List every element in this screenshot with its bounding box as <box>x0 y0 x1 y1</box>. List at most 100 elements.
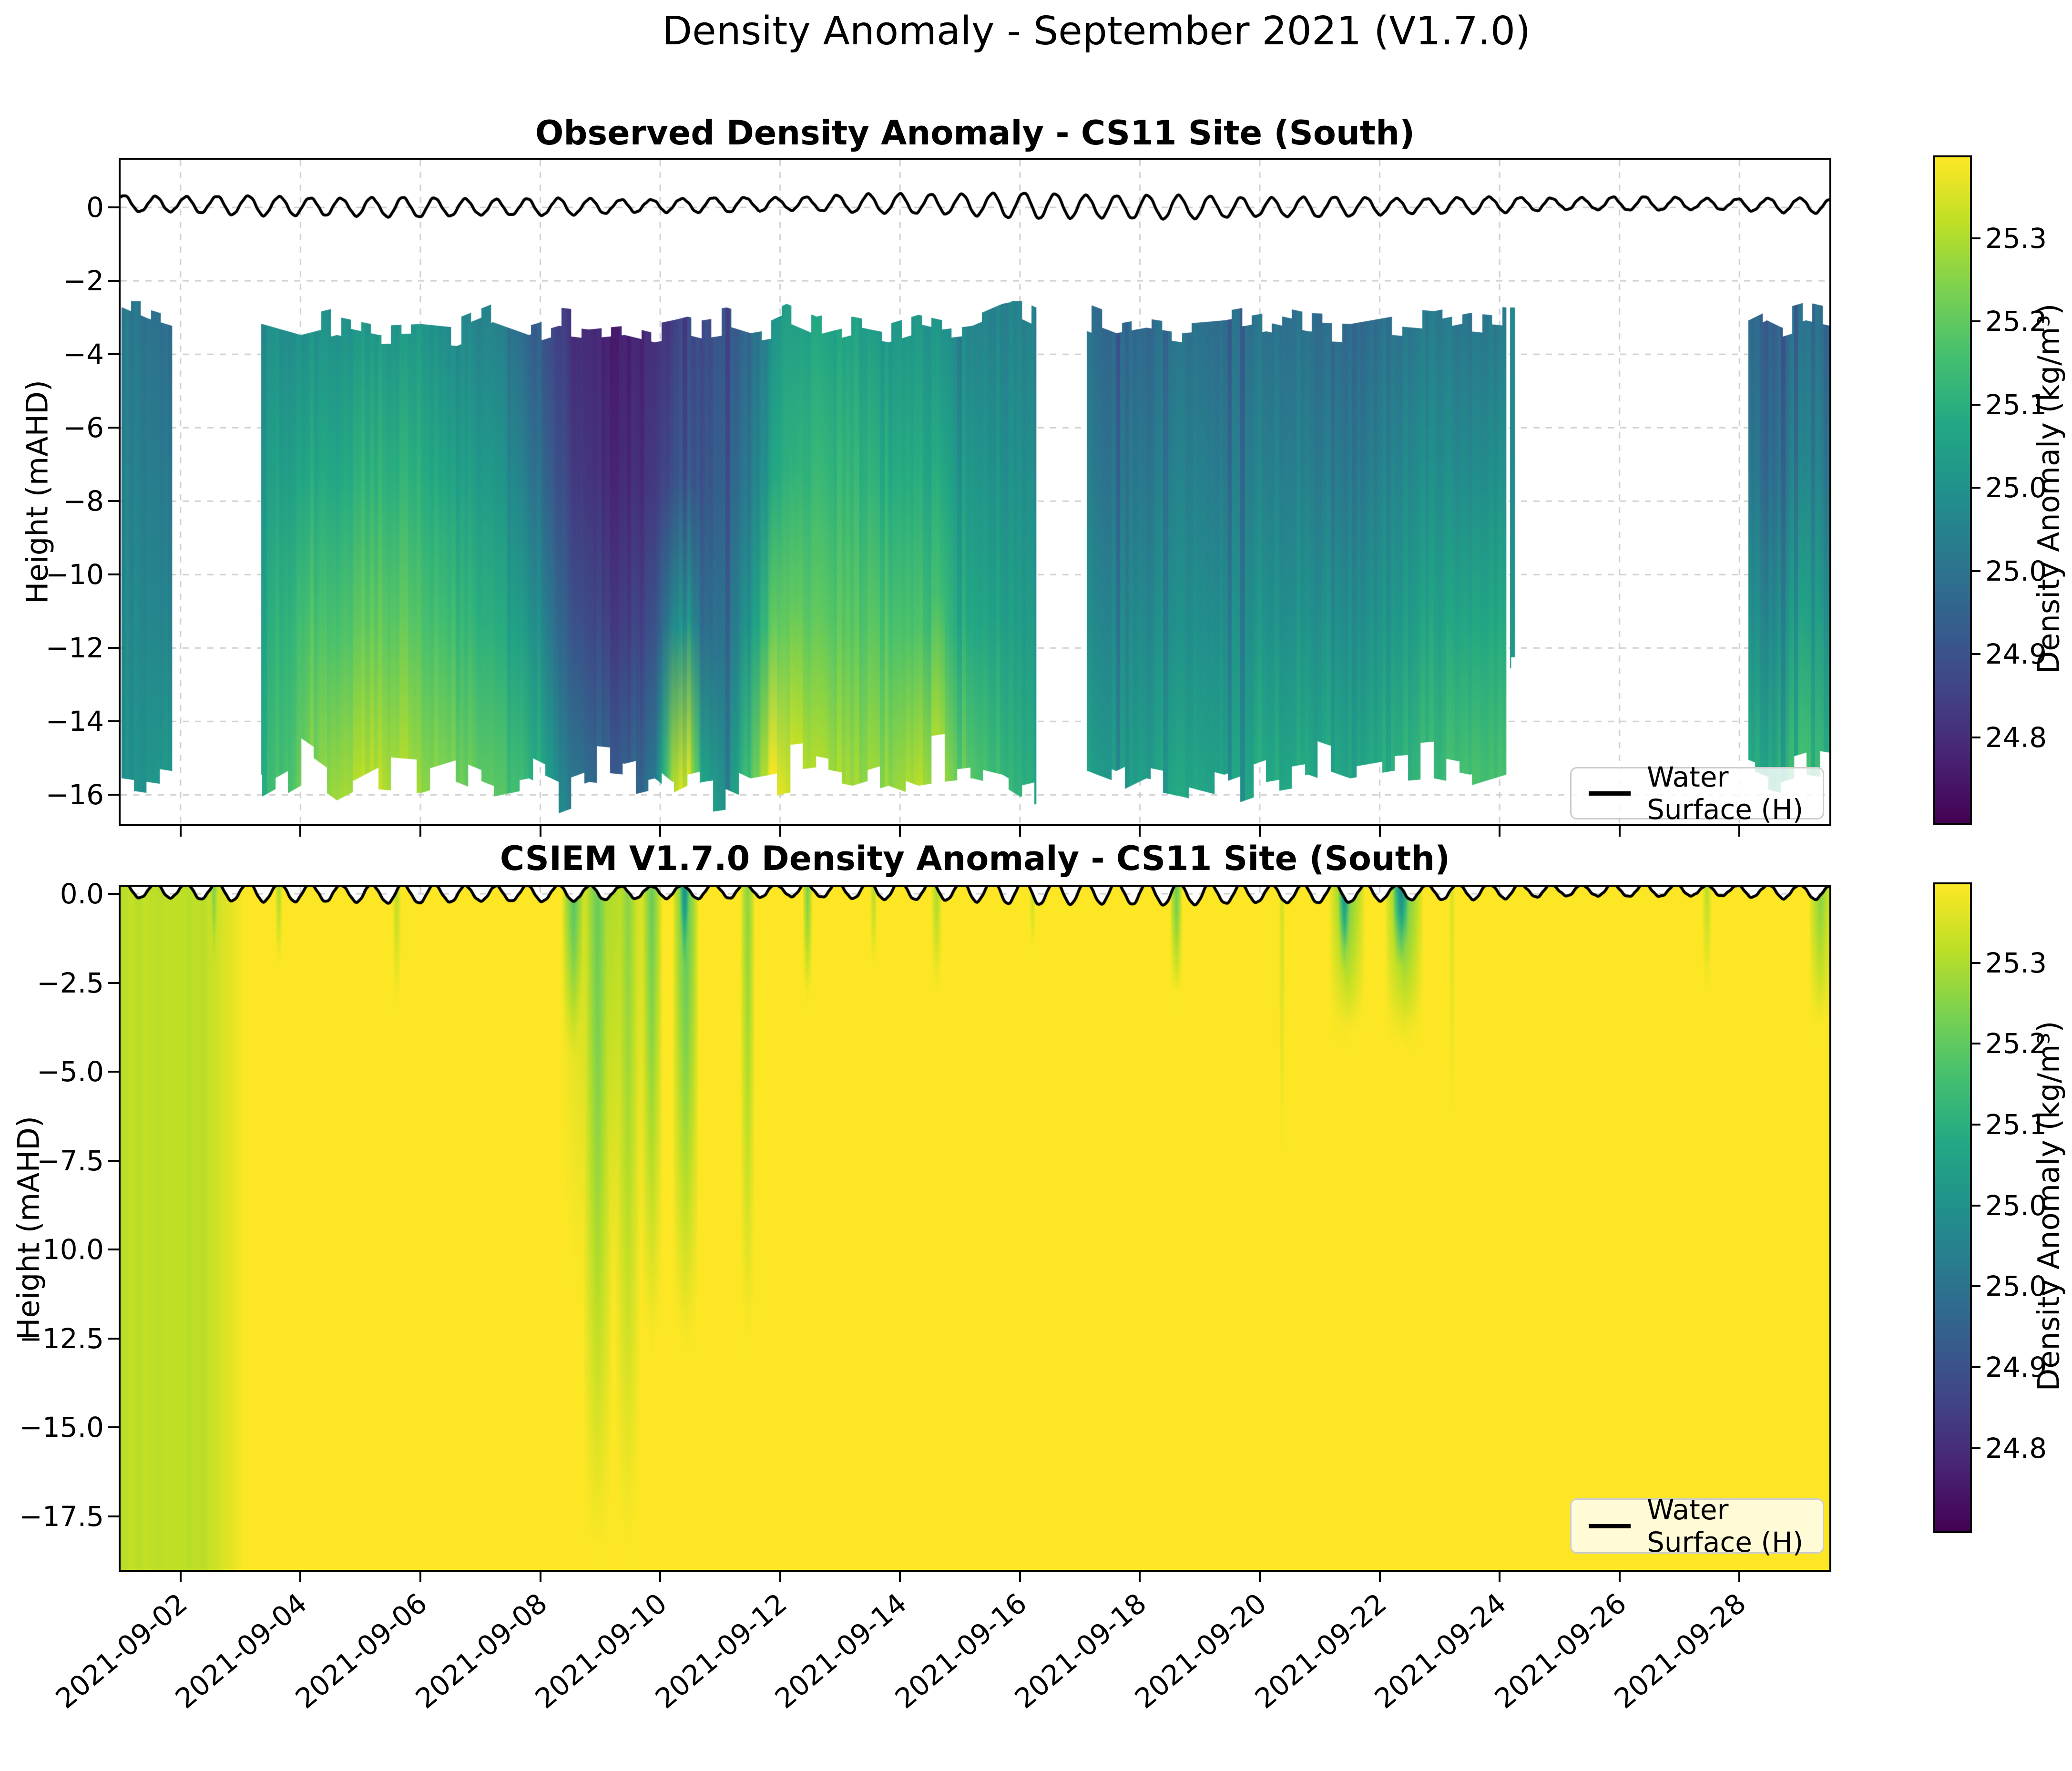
y-tick-label: −2.5 <box>37 966 104 999</box>
x-tick-label: 2021-09-02 <box>49 1587 194 1715</box>
panel2-heatmap-canvas <box>121 887 1829 1570</box>
panel1-title: Observed Density Anomaly - CS11 Site (So… <box>535 113 1415 153</box>
y-tick-label: −7.5 <box>37 1144 104 1177</box>
colorbar-tick-label: 24.9 <box>1985 1351 2047 1383</box>
colorbar-tick-label: 25.0 <box>1985 554 2047 587</box>
y-tick-label: −14 <box>45 705 104 738</box>
y-tick-mark <box>108 794 119 796</box>
legend-label: Water Surface (H) <box>1647 761 1804 826</box>
y-tick-label: −5.0 <box>37 1055 104 1088</box>
y-tick-mark <box>108 982 119 984</box>
x-tick-label: 2021-09-22 <box>1248 1587 1393 1715</box>
colorbar-tick-label: 25.0 <box>1985 1270 2047 1303</box>
y-tick-label: −10 <box>45 558 104 591</box>
colorbar-tick-mark <box>1970 653 1980 655</box>
colorbar-tick-label: 25.2 <box>1985 305 2047 338</box>
x-tick-mark <box>779 1572 781 1582</box>
y-tick-label: −15.0 <box>19 1411 104 1444</box>
panel1-colorbar-canvas <box>1935 157 1970 823</box>
colorbar-tick-label: 25.3 <box>1985 946 2047 979</box>
y-tick-mark <box>108 573 119 576</box>
panel1-colorbar <box>1933 155 1972 825</box>
panel2-colorbar <box>1933 882 1972 1533</box>
colorbar-tick-label: 25.3 <box>1985 222 2047 255</box>
y-tick-label: −16 <box>45 778 104 811</box>
colorbar-tick-label: 25.1 <box>1985 1108 2047 1141</box>
x-tick-mark <box>1019 826 1021 837</box>
y-tick-mark <box>108 1249 119 1251</box>
colorbar-tick-mark <box>1970 403 1980 406</box>
legend-label: Water Surface (H) <box>1647 1494 1804 1558</box>
colorbar-tick-mark <box>1970 237 1980 239</box>
colorbar-tick-mark <box>1970 1043 1980 1045</box>
colorbar-tick-label: 25.0 <box>1985 1189 2047 1222</box>
colorbar-tick-mark <box>1970 1285 1980 1288</box>
x-tick-mark <box>899 826 901 837</box>
x-tick-label: 2021-09-08 <box>409 1587 553 1715</box>
y-tick-mark <box>108 892 119 895</box>
x-tick-label: 2021-09-26 <box>1488 1587 1633 1715</box>
x-tick-mark <box>779 826 781 837</box>
x-tick-mark <box>179 1572 182 1582</box>
colorbar-tick-label: 24.9 <box>1985 638 2047 670</box>
x-tick-label: 2021-09-24 <box>1368 1587 1512 1715</box>
y-tick-mark <box>108 1337 119 1340</box>
x-tick-label: 2021-09-28 <box>1608 1587 1753 1715</box>
x-tick-label: 2021-09-12 <box>649 1587 793 1715</box>
x-tick-mark <box>1378 826 1381 837</box>
colorbar-tick-mark <box>1970 1124 1980 1126</box>
y-tick-label: −12.5 <box>19 1322 104 1355</box>
x-tick-mark <box>179 826 182 837</box>
x-tick-mark <box>659 1572 662 1582</box>
x-tick-label: 2021-09-14 <box>769 1587 913 1715</box>
y-tick-label: −10.0 <box>19 1233 104 1266</box>
x-tick-mark <box>539 826 541 837</box>
colorbar-tick-mark <box>1970 736 1980 738</box>
x-tick-label: 2021-09-20 <box>1128 1587 1273 1715</box>
figure-title: Density Anomaly - September 2021 (V1.7.0… <box>662 9 1531 54</box>
x-tick-label: 2021-09-16 <box>888 1587 1033 1715</box>
colorbar-tick-mark <box>1970 487 1980 489</box>
x-tick-mark <box>539 1572 541 1582</box>
colorbar-tick-label: 25.0 <box>1985 471 2047 504</box>
x-tick-mark <box>1019 1572 1021 1582</box>
panel1-legend: Water Surface (H) <box>1570 761 1824 826</box>
x-tick-mark <box>1139 1572 1141 1582</box>
colorbar-tick-mark <box>1970 1366 1980 1368</box>
x-tick-mark <box>1738 826 1741 837</box>
x-tick-mark <box>1618 826 1621 837</box>
panel2-title: CSIEM V1.7.0 Density Anomaly - CS11 Site… <box>500 839 1450 878</box>
x-tick-mark <box>659 826 662 837</box>
y-tick-mark <box>108 1071 119 1073</box>
x-tick-label: 2021-09-04 <box>169 1587 314 1715</box>
y-tick-mark <box>108 353 119 356</box>
panel1-heatmap-canvas <box>121 160 1829 824</box>
colorbar-tick-label: 24.8 <box>1985 721 2047 754</box>
x-tick-mark <box>1378 1572 1381 1582</box>
panel2-colorbar-canvas <box>1935 884 1970 1531</box>
x-tick-mark <box>1618 1572 1621 1582</box>
y-tick-label: −4 <box>63 338 104 371</box>
y-tick-mark <box>108 1515 119 1518</box>
x-tick-label: 2021-09-18 <box>1009 1587 1153 1715</box>
y-tick-mark <box>108 500 119 502</box>
x-tick-mark <box>899 1572 901 1582</box>
y-tick-mark <box>108 206 119 209</box>
y-tick-mark <box>108 647 119 649</box>
y-tick-label: −6 <box>63 411 104 444</box>
x-tick-mark <box>1499 1572 1501 1582</box>
colorbar-tick-label: 25.2 <box>1985 1027 2047 1060</box>
colorbar-tick-label: 25.1 <box>1985 388 2047 421</box>
water-surface-line-swatch <box>1589 1524 1631 1528</box>
y-tick-mark <box>108 280 119 282</box>
y-tick-label: −8 <box>63 485 104 518</box>
y-tick-label: 0 <box>86 191 104 224</box>
panel2-legend: Water Surface (H) <box>1570 1494 1824 1558</box>
x-tick-mark <box>1499 826 1501 837</box>
x-tick-mark <box>1259 826 1261 837</box>
x-tick-mark <box>299 1572 302 1582</box>
x-tick-label: 2021-09-06 <box>289 1587 433 1715</box>
y-tick-label: −17.5 <box>19 1500 104 1533</box>
x-tick-mark <box>419 826 421 837</box>
y-tick-label: −2 <box>63 265 104 297</box>
